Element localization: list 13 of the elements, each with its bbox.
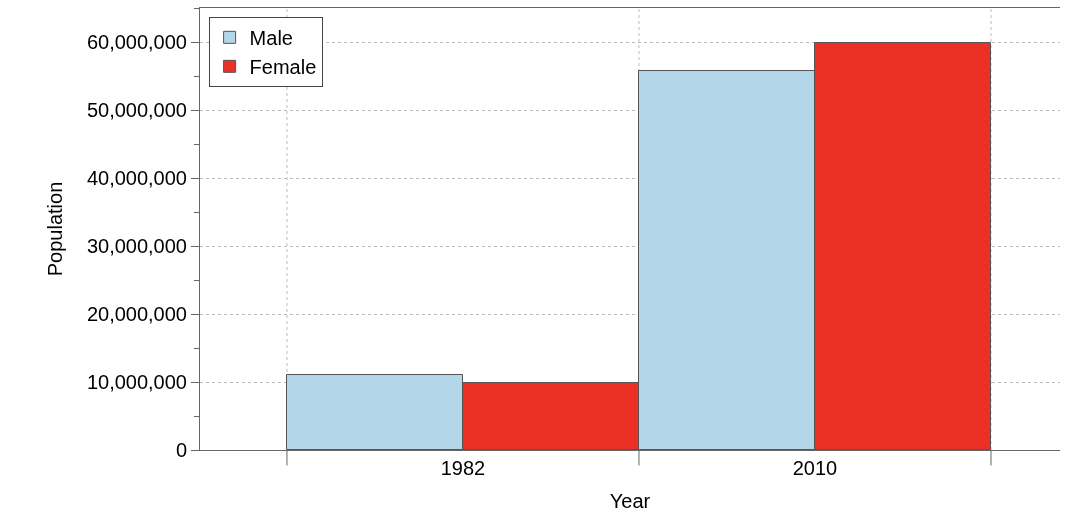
y-tick-label: 30,000,000 bbox=[86, 235, 187, 257]
x-tick-label: 1982 bbox=[440, 457, 486, 479]
y-tick-label: 50,000,000 bbox=[86, 99, 187, 121]
y-tick-label: 20,000,000 bbox=[86, 303, 187, 325]
legend-label: Male bbox=[249, 27, 293, 50]
y-tick-label: 60,000,000 bbox=[86, 31, 187, 53]
y-axis-title: Population bbox=[44, 181, 67, 277]
y-tick-label: 40,000,000 bbox=[86, 167, 187, 189]
y-tick-label: 10,000,000 bbox=[86, 371, 187, 393]
x-tick-label: 2010 bbox=[792, 457, 838, 479]
legend-label: Female bbox=[249, 56, 317, 79]
x-axis-title: Year bbox=[609, 489, 651, 512]
y-tick-label: 0 bbox=[175, 439, 187, 461]
